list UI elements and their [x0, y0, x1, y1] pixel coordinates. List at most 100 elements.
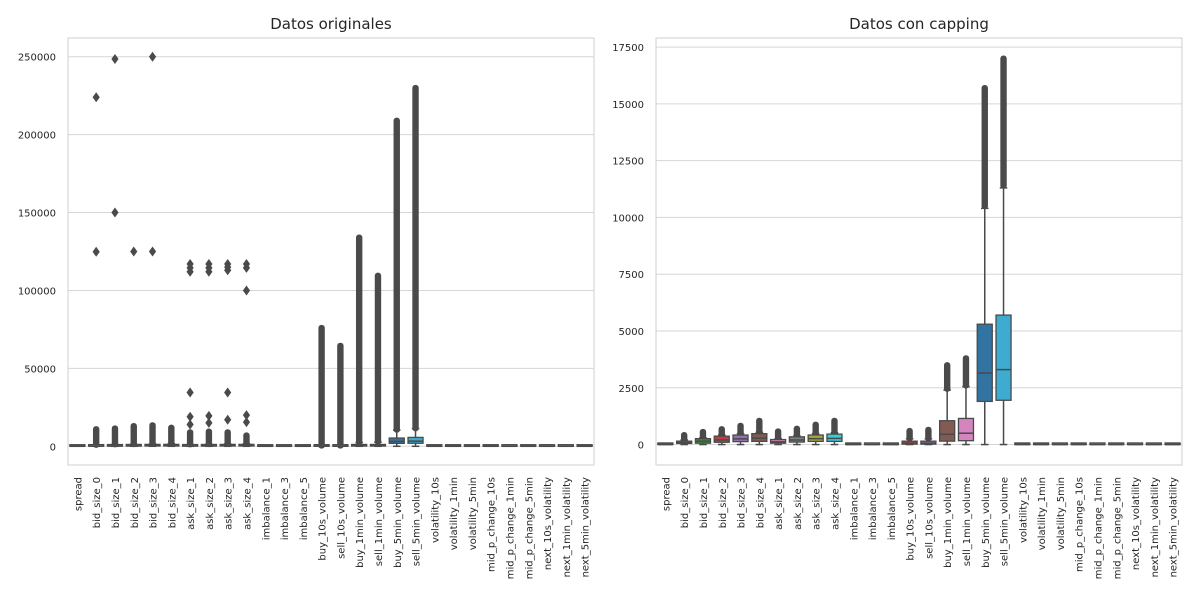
x-tick-label: sell_1min_volume [962, 477, 973, 566]
x-tick-label: ask_size_2 [793, 477, 804, 530]
flier-band [812, 421, 819, 437]
box-imbalance_1 [845, 442, 862, 446]
flier-band [318, 324, 325, 449]
flier [92, 92, 100, 103]
flier-band [962, 355, 970, 389]
flier-band [831, 417, 838, 436]
plot-frame [655, 37, 1183, 466]
box-bid_size_3 [732, 422, 749, 446]
box-body [713, 435, 730, 443]
x-tick-label: imbalance_3 [280, 477, 291, 540]
box-bid_size_4 [163, 424, 180, 448]
flier [148, 51, 157, 62]
x-tick-label: spread [661, 477, 672, 511]
chart-title: Datos con capping [849, 15, 989, 33]
x-tick-label: volatility_10s [1018, 477, 1029, 543]
x-tick-label: sell_10s_volume [924, 477, 935, 559]
box-buy_5min_volume [388, 117, 405, 448]
x-tick-label: ask_size_4 [242, 477, 253, 530]
flier-band [393, 117, 400, 433]
x-tick-label: next_5min_volatility [1169, 477, 1180, 577]
box-mid_p_change_10s [1070, 442, 1087, 446]
x-tick-label: mid_p_change_10s [1075, 477, 1086, 572]
box-bid_size_4 [751, 417, 768, 446]
x-tick-label: imbalance_1 [261, 477, 272, 540]
flier [242, 417, 251, 428]
flier [224, 387, 232, 398]
flier-band [737, 422, 744, 437]
x-tick-label: bid_size_1 [111, 477, 122, 528]
flier-band [793, 425, 801, 439]
box-volatility_10s [1014, 442, 1031, 446]
y-tick-label: 200000 [18, 131, 56, 142]
flier [186, 258, 194, 269]
box-bid_size_2 [125, 246, 142, 448]
x-tick-label: ask_size_1 [186, 477, 197, 530]
flier [205, 258, 213, 269]
x-tick-label: next_5min_volatility [581, 477, 592, 577]
box-spread [69, 444, 86, 448]
box-ask_size_1 [181, 258, 199, 448]
box-bid_size_2 [713, 426, 730, 446]
box-next_5min_volatility [1164, 442, 1181, 446]
x-tick-label: mid_p_change_5min [1112, 477, 1123, 579]
box-body [407, 436, 424, 444]
flier-band [718, 426, 725, 438]
x-tick-label: sell_5min_volume [412, 477, 423, 566]
flier [205, 410, 213, 421]
flier-band [149, 422, 156, 447]
box-next_1min_volatility [557, 444, 574, 448]
x-tick-label: mid_p_change_1min [1093, 477, 1104, 579]
box-mid_p_change_1min [1089, 442, 1106, 446]
box-spread [657, 442, 674, 446]
y-tick-label: 15000 [612, 100, 644, 111]
flier-band [981, 84, 988, 210]
x-tick-label: volatility_5min [1056, 477, 1067, 550]
x-tick-label: sell_1min_volume [374, 477, 385, 566]
x-tick-label: bid_size_2 [130, 477, 141, 528]
box-buy_1min_volume [351, 234, 368, 448]
flier-band [243, 432, 250, 447]
x-tick-label: buy_1min_volume [355, 477, 366, 568]
box-buy_5min_volume [976, 84, 993, 446]
flier-band [186, 429, 194, 448]
box-ask_size_3 [219, 258, 236, 448]
box-bid_size_0 [88, 92, 105, 448]
x-tick-label: mid_p_change_5min [524, 477, 535, 579]
box-sell_10s_volume [332, 342, 349, 449]
x-tick-label: imbalance_1 [849, 477, 860, 540]
box-sell_1min_volume [957, 355, 975, 446]
box-buy_10s_volume [313, 324, 330, 449]
box-imbalance_3 [863, 442, 881, 446]
flier-band [168, 424, 175, 447]
x-tick-label: imbalance_5 [299, 477, 310, 540]
flier-band [925, 426, 932, 442]
flier-band [412, 84, 419, 432]
x-tick-label: bid_size_1 [699, 477, 710, 528]
box-volatility_5min [1051, 442, 1069, 446]
x-tick-label: volatility_1min [1037, 477, 1048, 550]
y-tick-label: 17500 [612, 43, 644, 54]
x-tick-label: bid_size_0 [680, 477, 691, 528]
flier [242, 410, 251, 421]
y-tick-label: 10000 [612, 213, 644, 224]
box-next_1min_volatility [1145, 442, 1162, 446]
box-ask_size_3 [807, 421, 824, 446]
box-bid_size_0 [676, 432, 693, 446]
box-bid_size_3 [144, 51, 161, 448]
y-tick-label: 5000 [619, 327, 644, 338]
x-tick-label: imbalance_5 [887, 477, 898, 540]
x-tick-label: sell_5min_volume [1000, 477, 1011, 566]
box-next_5min_volatility [576, 444, 593, 448]
x-tick-label: next_10s_volatility [1131, 477, 1142, 570]
box-imbalance_5 [294, 444, 311, 448]
x-tick-label: ask_size_1 [774, 477, 785, 530]
x-tick-label: spread [73, 477, 84, 511]
flier [242, 258, 251, 269]
flier [92, 246, 100, 257]
flier [224, 414, 232, 425]
flier-band [1000, 55, 1007, 189]
x-tick-label: buy_10s_volume [906, 477, 917, 561]
box-next_10s_volatility [1126, 442, 1144, 446]
y-tick-label: 12500 [612, 157, 644, 168]
